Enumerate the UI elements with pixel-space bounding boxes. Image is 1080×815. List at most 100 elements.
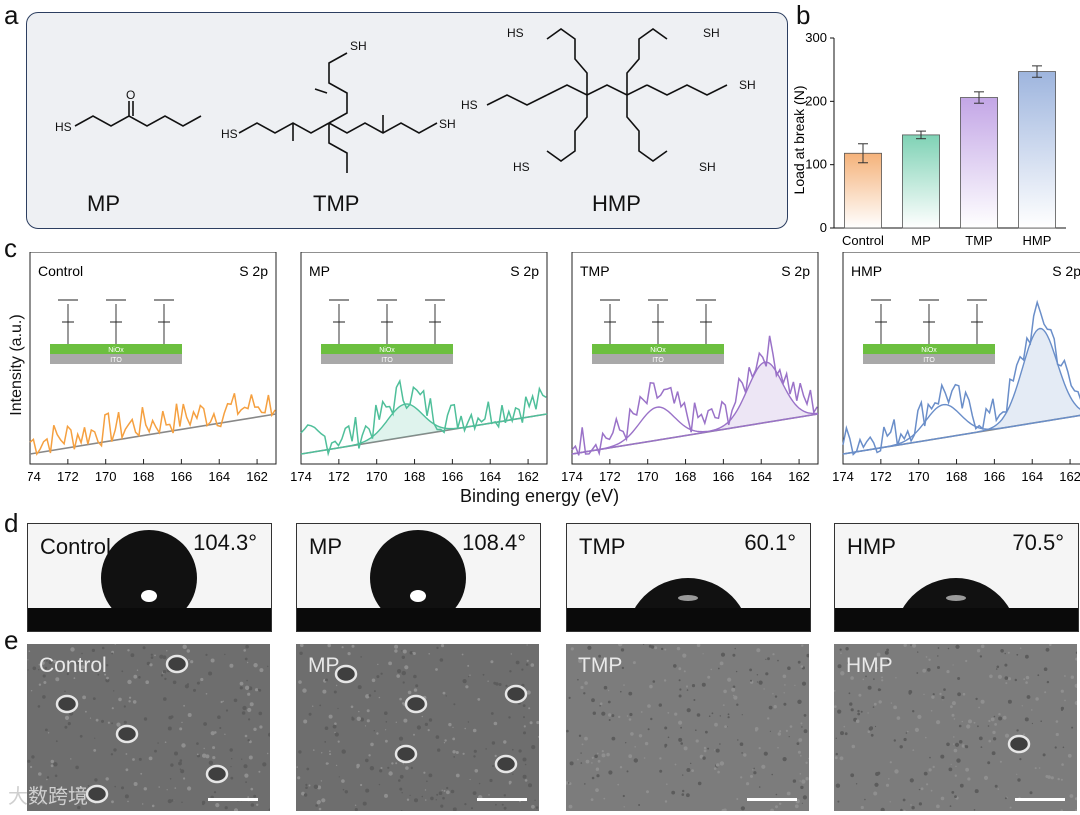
sem-sample-label: TMP <box>578 654 623 677</box>
pinhole <box>494 754 518 774</box>
molecule-inset <box>58 299 78 344</box>
xps-fit-peak <box>571 406 819 455</box>
xps-x-tick-label: 172 <box>870 469 892 484</box>
bar-y-tick-label: 100 <box>805 157 827 172</box>
ito-label: ITO <box>110 357 122 364</box>
xps-x-tick-label: 174 <box>561 469 583 484</box>
xps-s2p-label: S 2p <box>510 263 539 279</box>
bar-hmp <box>1018 71 1056 229</box>
xps-s2p-label: S 2p <box>239 263 268 279</box>
tmp-hs-label: HS <box>221 127 238 141</box>
molecule-structures-box: HS O SH HS SH HS SH HS SH HS SH MP TMP H… <box>26 12 788 229</box>
pinhole <box>404 694 428 714</box>
sem-sample-label: MP <box>308 654 340 677</box>
xps-x-tick-label: 166 <box>713 469 735 484</box>
xps-x-tick-label: 162 <box>1059 469 1080 484</box>
sem-sample-label: Control <box>39 654 107 677</box>
contact-angle-sample: TMP <box>579 534 626 559</box>
xps-x-tick-label: 164 <box>1021 469 1043 484</box>
xps-sample-label: HMP <box>851 263 882 279</box>
molecule-inset <box>106 299 126 344</box>
contact-angle-value: 108.4° <box>462 530 526 555</box>
pinhole <box>165 654 189 674</box>
xps-s2p-label: S 2p <box>781 263 810 279</box>
xps-x-tick-label: 168 <box>404 469 426 484</box>
hmp-hs-label-2: HS <box>461 98 478 112</box>
xps-x-tick-label: 174 <box>290 469 312 484</box>
hmp-hs-label-3: HS <box>513 160 530 174</box>
xps-x-tick-label: 166 <box>442 469 464 484</box>
xps-x-tick-label: 170 <box>95 469 117 484</box>
pinhole <box>85 784 109 804</box>
molecule-name-mp: MP <box>87 191 120 216</box>
xps-raw-data <box>29 393 276 456</box>
xps-x-tick-label: 162 <box>517 469 539 484</box>
nio-label: NiOx <box>108 347 124 354</box>
bar-tmp <box>960 97 998 229</box>
contact-angle-tmp: TMP 60.1° <box>566 523 811 632</box>
xps-spectra: Control S 2p NiOx ITO 174 172 170 168 166 164 162 M… <box>28 252 1080 484</box>
xps-fit-fill <box>572 362 818 454</box>
xps-background <box>29 413 277 455</box>
xps-x-tick-label: 174 <box>28 469 41 484</box>
bar-y-tick-label: 0 <box>820 220 827 235</box>
bar-category-label: TMP <box>965 233 992 248</box>
droplet-reflection <box>141 590 157 602</box>
contact-angle-sample: Control <box>40 534 111 559</box>
mp-hs-label: HS <box>55 120 72 134</box>
contact-angle-value: 70.5° <box>1012 530 1064 555</box>
xps-raw-data <box>300 378 547 457</box>
ito-layer <box>863 354 995 364</box>
xps-panel-mp: MP S 2p NiOx ITO 174 172 170 168 166 164 162 <box>290 252 548 484</box>
pinhole <box>55 694 79 714</box>
scale-bar <box>747 798 797 801</box>
molecule-inset <box>600 299 620 344</box>
xps-x-tick-label: 164 <box>208 469 230 484</box>
xps-sample-label: Control <box>38 263 83 279</box>
xps-s2p-label: S 2p <box>1052 263 1080 279</box>
panel-label-c: c <box>4 233 17 263</box>
scale-bar <box>477 798 527 801</box>
xps-x-tick-label: 170 <box>637 469 659 484</box>
xps-x-tick-label: 170 <box>366 469 388 484</box>
hmp-sh-label-2: SH <box>739 78 756 92</box>
xps-x-tick-label: 166 <box>984 469 1006 484</box>
hmp-hs-label-1: HS <box>507 26 524 40</box>
contact-angle-value: 60.1° <box>744 530 796 555</box>
xps-fit-fill <box>301 404 547 454</box>
ito-label: ITO <box>381 357 393 364</box>
contact-angle-hmp: HMP 70.5° <box>834 523 1079 632</box>
panel-label-b: b <box>796 0 811 30</box>
molecule-inset <box>648 299 668 344</box>
pinhole <box>115 724 139 744</box>
hmp-sh-label-1: SH <box>703 26 720 40</box>
xps-panel-hmp: HMP S 2p NiOx ITO 174 172 170 168 166 164 162 <box>832 252 1080 484</box>
xps-fit-peak <box>842 327 1080 455</box>
xps-x-tick-label: 168 <box>946 469 968 484</box>
molecule-inset <box>919 299 939 344</box>
droplet-reflection <box>678 595 698 601</box>
droplet <box>370 530 466 626</box>
xps-sample-label: MP <box>309 263 330 279</box>
molecule-inset <box>967 299 987 344</box>
xps-fit-peak <box>571 361 819 455</box>
xps-xlabel: Binding energy (eV) <box>460 486 620 506</box>
xps-x-tick-label: 172 <box>599 469 621 484</box>
xps-fit-fill <box>843 328 1080 454</box>
bar-chart-ylabel: Load at break (N) <box>791 86 807 195</box>
ito-label: ITO <box>652 357 664 364</box>
nio-layer <box>863 344 995 354</box>
ito-label: ITO <box>923 357 935 364</box>
contact-angle-mp: MP 108.4° <box>296 523 541 632</box>
xps-x-tick-label: 166 <box>171 469 193 484</box>
molecule-inset <box>329 299 349 344</box>
xps-x-tick-label: 174 <box>832 469 854 484</box>
mp-o-label: O <box>126 88 135 102</box>
watermark: 大数跨境 <box>8 786 88 808</box>
nio-layer <box>321 344 453 354</box>
bar-y-tick-label: 300 <box>805 30 827 45</box>
xps-x-tick-label: 162 <box>788 469 810 484</box>
tmp-sh-label-1: SH <box>350 39 367 53</box>
molecule-inset <box>425 299 445 344</box>
nio-layer <box>592 344 724 354</box>
